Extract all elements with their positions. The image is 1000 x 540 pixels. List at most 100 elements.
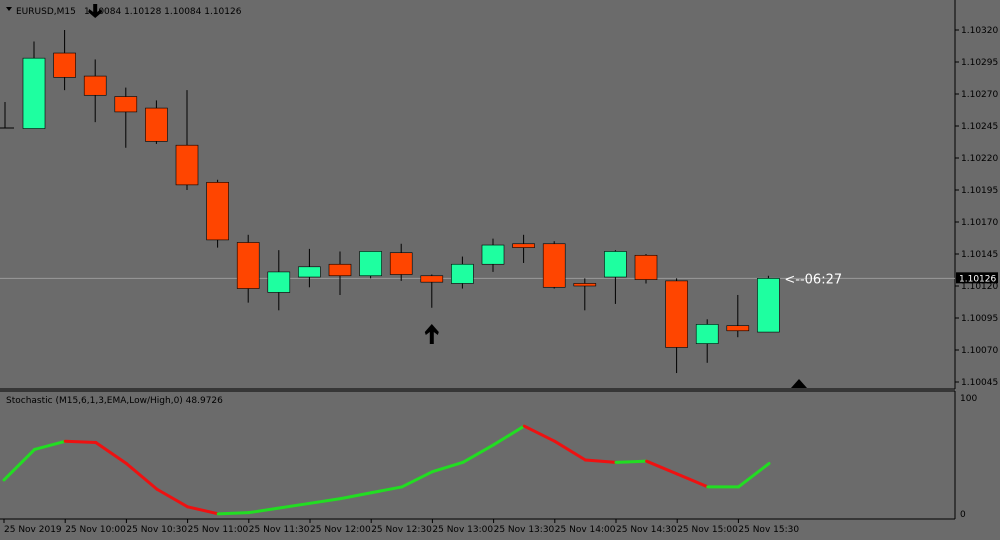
price-panel: 1.10320 1.10295 1.10270 1.10245 1.10220 1.101… bbox=[0, 0, 998, 390]
candle-body-bear bbox=[389, 252, 413, 275]
candle bbox=[604, 250, 627, 304]
candle-body-bear bbox=[512, 243, 535, 248]
candle bbox=[573, 278, 597, 311]
price-tick-label: 1.10245 bbox=[961, 122, 998, 132]
stoch-segment-up bbox=[2, 447, 37, 482]
candle-body-bear bbox=[83, 75, 107, 96]
osc-axis-min-label: 0 bbox=[960, 510, 966, 520]
candle-body-bear bbox=[542, 243, 566, 288]
candle bbox=[634, 254, 658, 284]
candle bbox=[83, 59, 107, 123]
time-axis: 25 Nov 2019 25 Nov 10:00 25 Nov 10:30 25 No… bbox=[3, 519, 799, 535]
price-tick-label: 1.10045 bbox=[961, 378, 998, 388]
symbol-title: EURUSD,M15 bbox=[16, 7, 76, 17]
price-tick-label: 1.10270 bbox=[961, 90, 998, 100]
candle bbox=[328, 251, 352, 295]
candle-body-bear bbox=[145, 107, 168, 142]
candle bbox=[114, 87, 138, 148]
stoch-segment-up bbox=[308, 497, 343, 505]
chevron-down-icon[interactable] bbox=[6, 7, 12, 11]
stoch-segment-up bbox=[247, 506, 281, 515]
time-tick-label: 25 Nov 14:00 bbox=[555, 525, 616, 535]
symbol-ohlc: 1.10084 1.10128 1.10084 1.10126 bbox=[84, 7, 242, 17]
stoch-segment-down bbox=[155, 487, 190, 509]
current-price-label: 1.10126 bbox=[959, 274, 996, 284]
triangle-up-icon bbox=[791, 379, 807, 388]
stoch-segment-up bbox=[400, 470, 434, 489]
stoch-segment-up bbox=[461, 443, 496, 464]
stoch-segment-up bbox=[492, 424, 526, 447]
candle-body-bull bbox=[22, 57, 46, 129]
candle bbox=[175, 90, 199, 190]
time-tick-label: 25 Nov 12:30 bbox=[371, 525, 432, 535]
price-tick-label: 1.10070 bbox=[961, 346, 998, 356]
candle bbox=[512, 234, 535, 263]
time-tick-label: 25 Nov 14:30 bbox=[616, 525, 677, 535]
sell-arrow-icon bbox=[88, 4, 103, 18]
candle bbox=[695, 319, 719, 363]
candle bbox=[726, 294, 750, 338]
candle bbox=[22, 41, 46, 129]
candle bbox=[267, 250, 291, 311]
stoch-segment-down bbox=[94, 440, 128, 466]
candle bbox=[145, 100, 168, 144]
candle bbox=[359, 251, 382, 279]
stoch-segment-up bbox=[216, 511, 251, 516]
candle bbox=[481, 238, 505, 272]
stoch-segment-down bbox=[553, 439, 587, 462]
stoch-segment-up bbox=[339, 491, 373, 501]
candle-body-bear bbox=[236, 242, 260, 289]
candle bbox=[451, 256, 474, 289]
candle bbox=[236, 234, 260, 303]
time-tick-label: 25 Nov 11:00 bbox=[188, 525, 249, 535]
stoch-segment-up bbox=[277, 501, 312, 510]
stoch-segment-down bbox=[522, 424, 557, 443]
candle-body-bull bbox=[359, 251, 382, 277]
stoch-segment-up bbox=[430, 460, 465, 474]
stochastic-panel: Stochastic (M15,6,1,3,EMA,Low/High,0) 48… bbox=[0, 390, 977, 520]
candle-body-bear bbox=[328, 263, 352, 277]
time-tick-label: 25 Nov 10:30 bbox=[126, 525, 187, 535]
candle bbox=[298, 248, 321, 288]
stoch-segment-down bbox=[124, 462, 159, 491]
candle-body-bull bbox=[451, 263, 474, 284]
price-tick-label: 1.10120 bbox=[961, 282, 998, 292]
price-tick-label: 1.10320 bbox=[961, 26, 998, 36]
candle-body-bear bbox=[573, 283, 597, 287]
candle-body-bear bbox=[206, 182, 229, 241]
stoch-segment-up bbox=[33, 439, 67, 451]
candle-body-bull bbox=[481, 244, 505, 265]
signal-arrows bbox=[88, 4, 807, 388]
candle-body-bear bbox=[114, 96, 138, 113]
time-tick-label: 25 Nov 15:00 bbox=[677, 525, 738, 535]
stoch-segment-down bbox=[583, 458, 618, 464]
candle bbox=[757, 275, 780, 333]
current-price-marker: 1.10126 bbox=[956, 272, 998, 284]
price-tick-label: 1.10295 bbox=[961, 58, 998, 68]
candle bbox=[389, 243, 413, 281]
stochastic-line bbox=[2, 424, 771, 516]
candle bbox=[53, 30, 76, 91]
candle bbox=[542, 241, 566, 289]
stoch-segment-down bbox=[645, 459, 679, 476]
stoch-segment-down bbox=[186, 505, 220, 516]
time-tick-label: 25 Nov 11:30 bbox=[249, 525, 310, 535]
candle-body-bear bbox=[665, 280, 688, 348]
buy-arrow-icon bbox=[424, 324, 439, 344]
candle-body-bear bbox=[634, 254, 658, 280]
time-tick-label: 25 Nov 13:30 bbox=[494, 525, 555, 535]
time-tick-label: 25 Nov 2019 bbox=[4, 525, 62, 535]
price-axis: 1.10320 1.10295 1.10270 1.10245 1.10220 1.101… bbox=[955, 26, 998, 388]
candle-body-bull bbox=[298, 266, 321, 278]
candles bbox=[22, 30, 780, 374]
stoch-segment-up bbox=[614, 459, 649, 464]
price-tick-label: 1.10095 bbox=[961, 314, 998, 324]
candle-body-bull bbox=[695, 324, 719, 344]
time-tick-label: 25 Nov 13:00 bbox=[432, 525, 493, 535]
price-tick-label: 1.10170 bbox=[961, 218, 998, 228]
current-price-box bbox=[956, 272, 998, 284]
candle bbox=[420, 274, 444, 308]
bar-countdown-timer: <--06:27 bbox=[784, 272, 842, 287]
candle bbox=[206, 179, 229, 248]
